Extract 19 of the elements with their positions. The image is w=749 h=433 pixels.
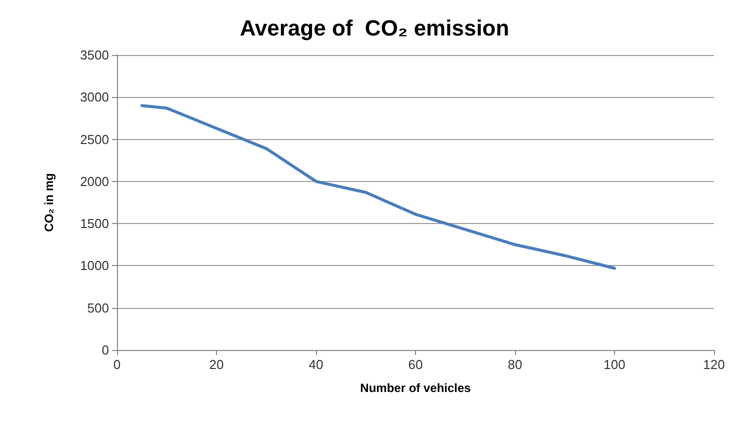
y-tick-label: 1500 <box>80 216 109 232</box>
y-axis-title: CO₂ in mg <box>42 173 56 232</box>
x-tick-label: 80 <box>508 357 522 372</box>
x-axis-title: Number of vehicles <box>360 381 472 395</box>
y-tick-label: 2500 <box>80 132 109 147</box>
x-tick-label: 20 <box>209 357 224 372</box>
y-tick-label: 3500 <box>80 48 109 62</box>
line-series <box>140 104 616 270</box>
y-tick-label: 0 <box>102 342 109 358</box>
y-tick-label: 1000 <box>80 258 109 274</box>
x-tick-label: 120 <box>703 357 725 372</box>
y-tick-label: 3000 <box>80 90 109 105</box>
x-tick-label: 100 <box>604 357 626 372</box>
chart-title: Average of CO₂ emission <box>240 16 510 40</box>
x-tick-label: 60 <box>408 357 423 372</box>
y-tick-label: 500 <box>87 300 109 316</box>
y-tick-label: 2000 <box>80 174 109 189</box>
x-tick-label: 40 <box>308 357 324 372</box>
x-tick-label: 0 <box>113 357 121 372</box>
